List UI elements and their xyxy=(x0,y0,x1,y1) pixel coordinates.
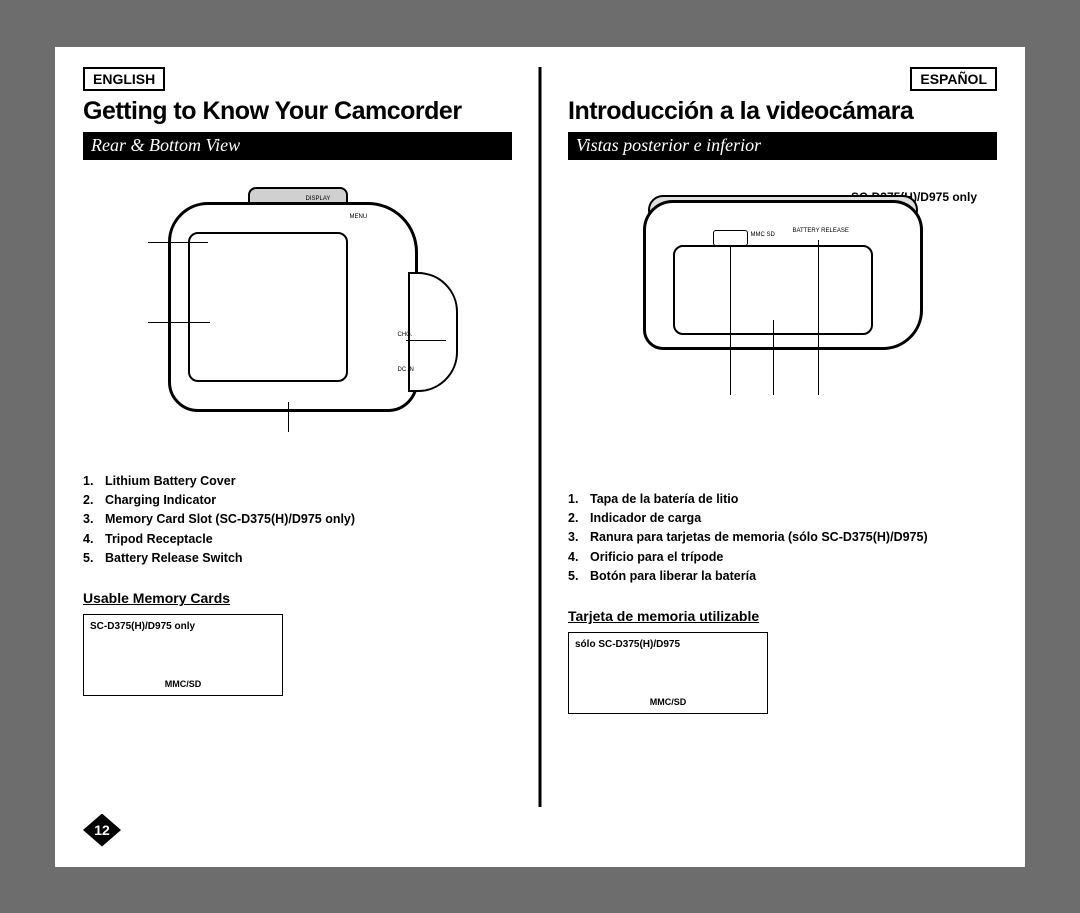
rear-view-diagram: DISPLAY MENU CHG. DC IN xyxy=(83,172,512,452)
memory-cards-title-es: Tarjeta de memoria utilizable xyxy=(568,608,997,624)
parts-list-en: 1.Lithium Battery Cover 2.Charging Indic… xyxy=(83,472,512,569)
memory-box-header-en: SC-D375(H)/D975 only xyxy=(90,621,276,632)
chg-label: CHG. xyxy=(398,332,413,338)
language-label-en: ENGLISH xyxy=(83,67,165,91)
part-1-es: Tapa de la batería de litio xyxy=(590,490,738,509)
part-2-en: Charging Indicator xyxy=(105,491,216,510)
section-title-es: Introducción a la videocámara xyxy=(568,97,997,126)
subtitle-es: Vistas posterior e inferior xyxy=(568,132,997,160)
manual-page: ENGLISH Getting to Know Your Camcorder R… xyxy=(55,47,1025,867)
memory-cards-box-en: SC-D375(H)/D975 only MMC/SD xyxy=(83,614,283,696)
subtitle-en: Rear & Bottom View xyxy=(83,132,512,160)
right-column: ESPAÑOL Introducción a la videocámara Vi… xyxy=(540,47,1025,867)
part-5-es: Botón para liberar la batería xyxy=(590,567,756,586)
display-label: DISPLAY xyxy=(306,196,331,202)
page-number-badge: 12 xyxy=(83,814,121,847)
part-1-en: Lithium Battery Cover xyxy=(105,472,236,491)
battery-release-label: BATTERY RELEASE xyxy=(793,228,849,234)
memory-cards-title-en: Usable Memory Cards xyxy=(83,590,512,606)
section-title-en: Getting to Know Your Camcorder xyxy=(83,97,512,126)
language-label-es: ESPAÑOL xyxy=(910,67,997,91)
parts-list-es: 1.Tapa de la batería de litio 2.Indicado… xyxy=(568,490,997,587)
part-5-en: Battery Release Switch xyxy=(105,549,243,568)
mmc-sd-label: MMC SD xyxy=(751,232,775,238)
menu-label: MENU xyxy=(350,214,368,220)
memory-box-header-es: sólo SC-D375(H)/D975 xyxy=(575,639,761,650)
memory-cards-box-es: sólo SC-D375(H)/D975 MMC/SD xyxy=(568,632,768,714)
left-column: ENGLISH Getting to Know Your Camcorder R… xyxy=(55,47,540,867)
bottom-view-diagram: SC-D375(H)/D975 only MMC SD BATTERY RELE… xyxy=(568,190,997,470)
part-2-es: Indicador de carga xyxy=(590,509,701,528)
page-number: 12 xyxy=(83,814,121,847)
memory-card-type-es: MMC/SD xyxy=(650,697,687,707)
dcin-label: DC IN xyxy=(398,367,414,373)
memory-card-type-en: MMC/SD xyxy=(165,679,202,689)
part-4-es: Orificio para el trípode xyxy=(590,548,723,567)
part-3-es: Ranura para tarjetas de memoria (sólo SC… xyxy=(590,528,928,547)
part-4-en: Tripod Receptacle xyxy=(105,530,213,549)
part-3-en: Memory Card Slot (SC-D375(H)/D975 only) xyxy=(105,510,355,529)
